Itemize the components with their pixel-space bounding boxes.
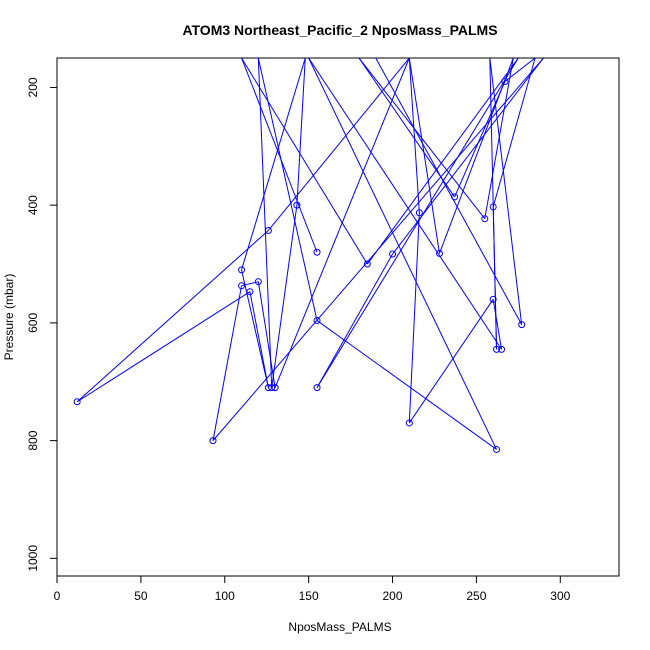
plot-frame <box>56 57 620 577</box>
x-tick-label: 150 <box>299 589 319 603</box>
y-tick-label: 200 <box>26 77 40 97</box>
series-line-segment <box>366 58 519 265</box>
series-line-segment <box>408 299 494 424</box>
series-line-segment <box>296 58 306 206</box>
data-point <box>238 266 246 274</box>
data-point <box>271 384 279 392</box>
data-point <box>518 321 526 329</box>
chart-title: ATOM3 Northeast_Pacific_2 NposMass_PALMS <box>182 22 497 38</box>
data-point <box>498 345 506 353</box>
data-point <box>313 248 321 256</box>
series-line-segment <box>212 58 544 441</box>
x-tick-label: 300 <box>550 589 570 603</box>
series-line-segment <box>489 58 523 325</box>
data-point <box>489 295 497 303</box>
x-tick-label: 100 <box>215 589 235 603</box>
y-tick-label: 1000 <box>26 545 40 572</box>
series-line-segment <box>375 58 523 325</box>
data-point <box>481 215 489 223</box>
data-point <box>501 78 509 86</box>
series-line-segment <box>392 58 544 255</box>
data-point <box>73 398 81 406</box>
series-line-segment <box>358 58 486 220</box>
x-axis: 0 50 100 150 200 250 300 <box>54 575 571 603</box>
data-point <box>493 445 501 453</box>
data-point <box>493 345 501 353</box>
series-line-segment <box>308 58 502 350</box>
series-line-segment <box>257 281 276 388</box>
data-point <box>389 250 397 258</box>
series-line-segment <box>408 58 440 254</box>
data-point <box>451 193 459 201</box>
series-line-segment <box>241 58 306 271</box>
data-point <box>246 288 254 296</box>
data-point <box>264 226 272 234</box>
series-line-segment <box>76 291 251 403</box>
series-line-segment <box>76 230 269 403</box>
data-point <box>209 437 217 445</box>
y-axis-label: Pressure (mbar) <box>2 274 16 361</box>
data-point <box>435 249 443 257</box>
series-line-segment <box>241 58 318 253</box>
y-tick-label: 400 <box>26 195 40 215</box>
x-tick-label: 200 <box>383 589 403 603</box>
data-point <box>405 419 413 427</box>
series-line-segment <box>212 285 243 441</box>
data-point <box>238 282 246 290</box>
series-line-segment <box>274 58 410 388</box>
data-point <box>268 384 276 392</box>
data-point <box>313 317 321 325</box>
series-line-segment <box>454 81 506 198</box>
series-line-segment <box>267 58 410 231</box>
series-line-segment <box>241 58 368 265</box>
series-line-segment <box>308 58 497 450</box>
data-point <box>489 203 497 211</box>
data-point <box>363 260 371 268</box>
series-line-segment <box>249 291 269 388</box>
x-axis-label: NposMass_PALMS <box>288 620 391 634</box>
series-line-segment <box>316 253 393 388</box>
plot-area <box>73 58 544 453</box>
y-axis: 200 400 600 800 1000 <box>26 77 58 572</box>
series-line-segment <box>504 58 536 82</box>
x-tick-label: 50 <box>134 589 148 603</box>
y-tick-label: 800 <box>26 430 40 450</box>
series-line-segment <box>241 269 269 388</box>
series-line-segment <box>408 58 420 213</box>
series-line-segment <box>316 320 497 450</box>
series-line-segment <box>271 205 298 388</box>
data-point <box>264 384 272 392</box>
series-line-segment <box>492 299 503 350</box>
series-line-segment <box>408 212 420 423</box>
data-point <box>415 209 423 217</box>
x-tick-label: 0 <box>54 589 61 603</box>
data-point <box>293 201 301 209</box>
x-tick-label: 250 <box>466 589 486 603</box>
data-point <box>313 384 321 392</box>
series-line-segment <box>257 58 273 388</box>
data-point <box>254 278 262 286</box>
y-tick-label: 600 <box>26 313 40 333</box>
series-line-segment <box>492 58 536 208</box>
series-line-segment <box>257 58 318 321</box>
